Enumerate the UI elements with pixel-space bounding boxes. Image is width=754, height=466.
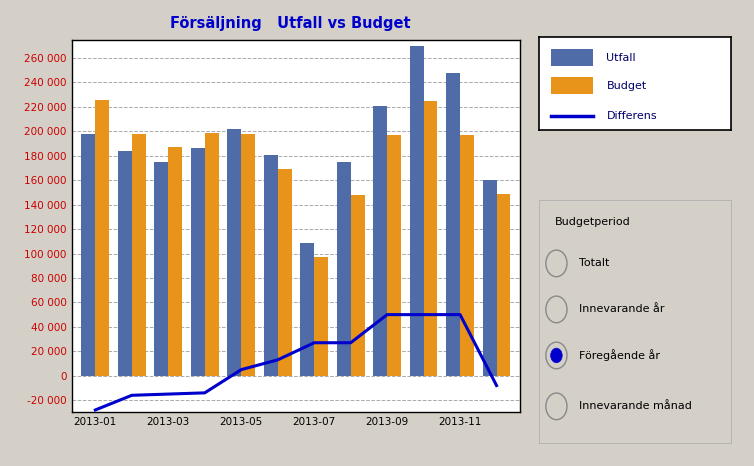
Bar [446,73,460,376]
Bar [95,100,109,376]
Bar [155,162,168,376]
Bar [550,77,593,94]
Bar [351,195,364,376]
Bar [373,106,387,376]
Bar [550,49,593,66]
Text: Differens: Differens [606,110,657,121]
Bar [300,242,314,376]
Bar [264,155,277,376]
Text: Utfall: Utfall [606,53,636,63]
Text: Försäljning   Utfall vs Budget: Försäljning Utfall vs Budget [170,16,411,31]
Bar [460,135,474,376]
Bar [241,134,255,376]
Bar [168,147,182,376]
Text: Budget: Budget [606,81,647,91]
Circle shape [550,348,562,363]
Bar [314,257,328,376]
Text: Budgetperiod: Budgetperiod [554,217,630,227]
Bar [81,134,95,376]
Text: Innevarande månad: Innevarande månad [580,401,692,411]
Text: Föregående år: Föregående år [580,350,661,362]
Bar [277,169,292,376]
Bar [387,135,401,376]
Bar [497,193,510,376]
Bar [424,101,437,376]
Text: Innevarande år: Innevarande år [580,304,665,315]
Bar [191,148,205,376]
Bar [205,132,219,376]
Text: Totalt: Totalt [580,258,610,268]
Bar [483,180,497,376]
Bar [337,162,351,376]
Bar [228,129,241,376]
Bar [132,134,146,376]
Bar [409,46,424,376]
Bar [118,151,132,376]
